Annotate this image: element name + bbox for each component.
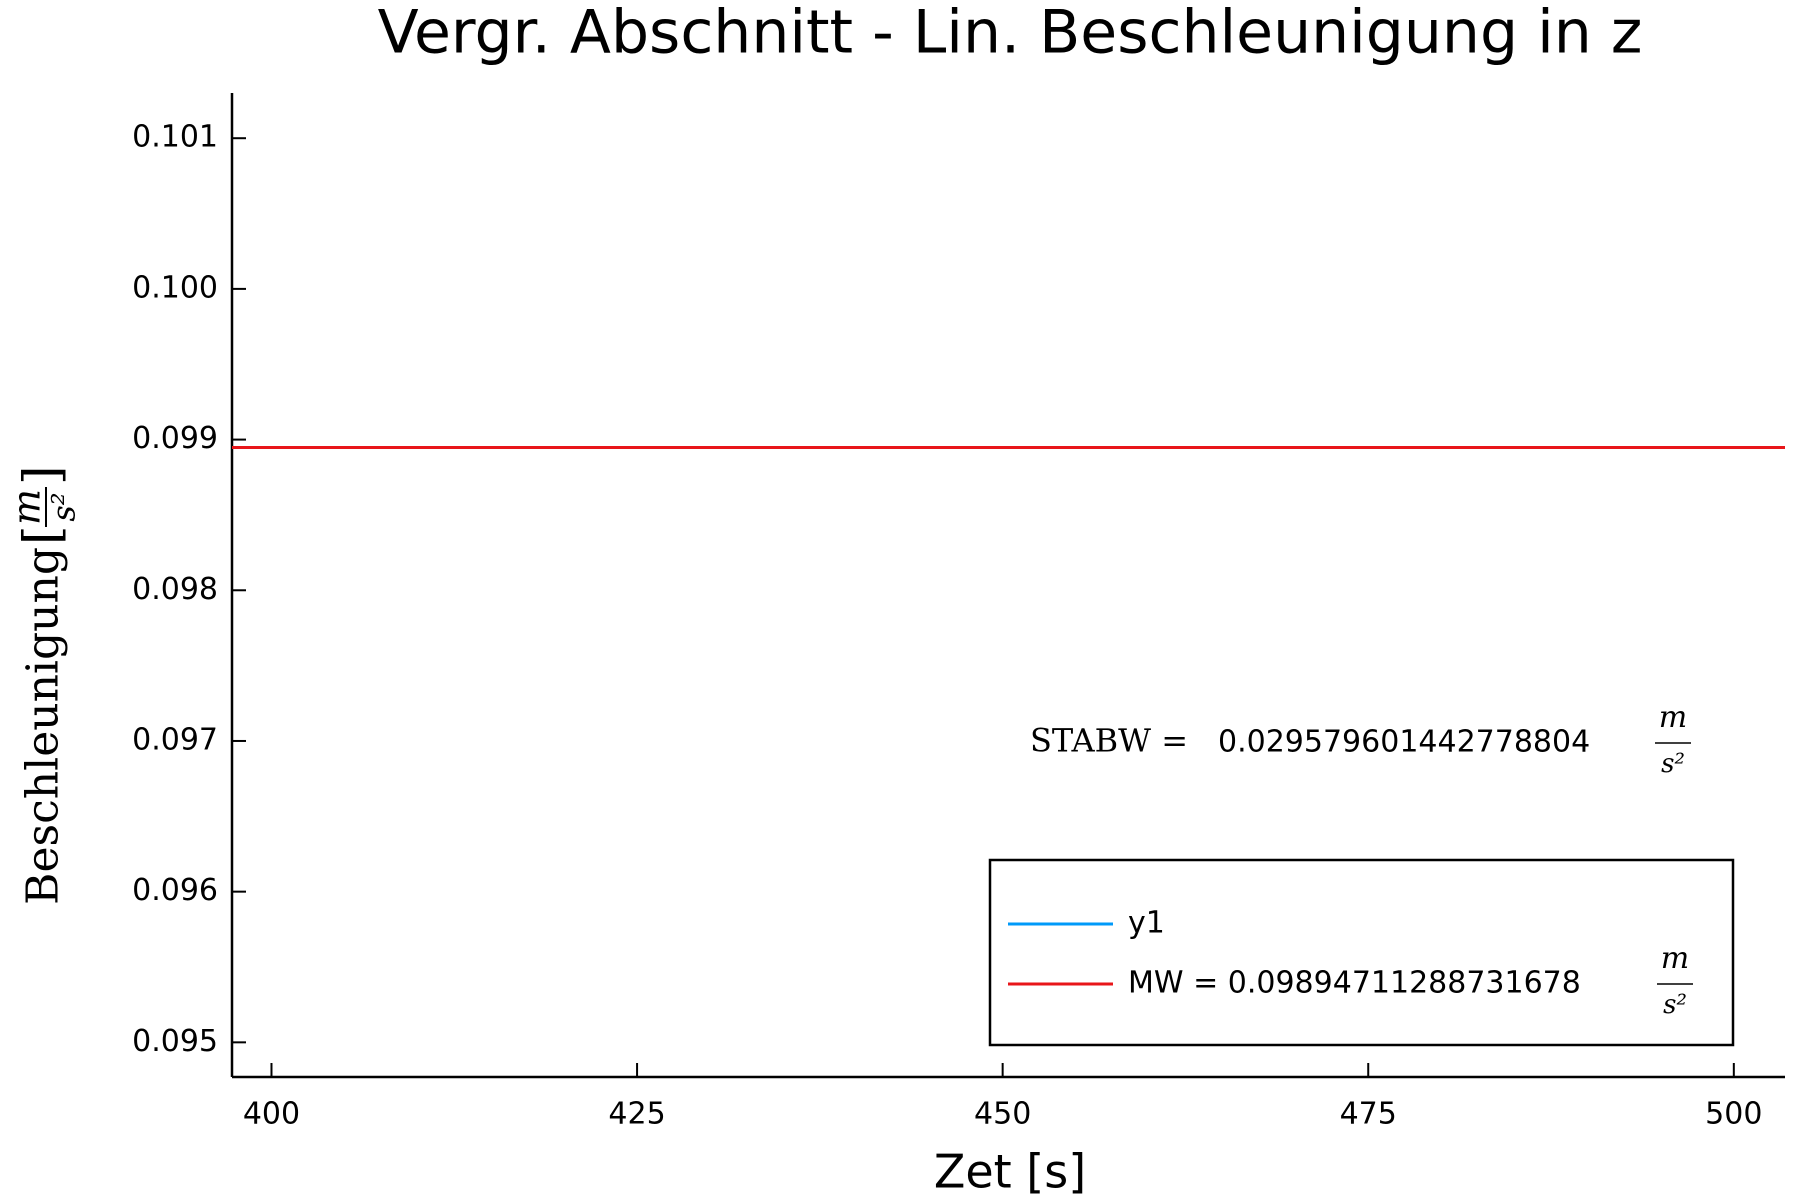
y-axis-label: Beschleunigung xyxy=(18,547,69,905)
y-tick-label: 0.096 xyxy=(132,873,218,908)
chart-title: Vergr. Abschnitt - Lin. Beschleunigung i… xyxy=(378,0,1643,68)
x-tick-label: 500 xyxy=(1705,1097,1762,1132)
legend-label: y1 xyxy=(1128,906,1165,941)
annotation-value: 0.029579601442778804 xyxy=(1218,725,1590,760)
x-tick-label: 400 xyxy=(243,1097,300,1132)
legend-box xyxy=(988,858,1735,1047)
x-tick-label: 425 xyxy=(608,1097,665,1132)
unit-denominator: s² xyxy=(45,492,83,521)
bracket: [ xyxy=(13,525,71,545)
y-tick-label: 0.095 xyxy=(132,1024,218,1059)
y-tick-label: 0.098 xyxy=(132,572,218,607)
y-tick-label: 0.099 xyxy=(132,421,218,456)
legend-label: MW = 0.09894711288731678 xyxy=(1128,966,1581,1001)
unit-denominator: s² xyxy=(1661,749,1685,779)
unit-numerator: m xyxy=(5,489,49,525)
x-tick-label: 475 xyxy=(1340,1097,1397,1132)
unit-numerator: m xyxy=(1659,700,1687,735)
x-tick-label: 450 xyxy=(974,1097,1031,1132)
unit-numerator: m xyxy=(1661,941,1689,976)
y-tick-label: 0.101 xyxy=(132,120,218,155)
x-axis-label: Zet [s] xyxy=(934,1145,1086,1199)
y-tick-label: 0.097 xyxy=(132,722,218,757)
bracket: ] xyxy=(13,465,71,485)
y-axis-label-group: Beschleunigung[ms²] xyxy=(5,465,83,904)
unit-denominator: s² xyxy=(1663,990,1687,1020)
annotation-label: STABW = xyxy=(1030,722,1188,760)
y-tick-label: 0.100 xyxy=(132,270,218,305)
